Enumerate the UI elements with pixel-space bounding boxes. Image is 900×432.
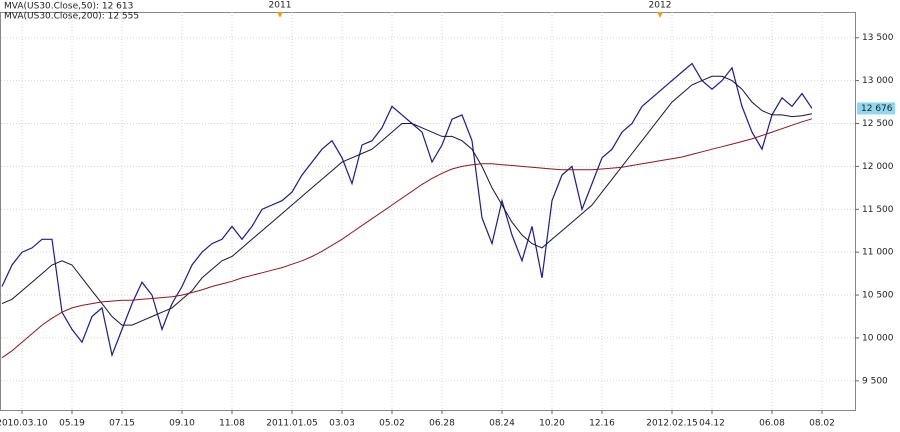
last-price-tag bbox=[857, 102, 895, 115]
series-line bbox=[1, 62, 813, 358]
x-tick-label: 04.12 bbox=[699, 419, 725, 429]
x-tick-label: 03.03 bbox=[329, 419, 355, 429]
y-tick-label: 9 500 bbox=[862, 376, 888, 386]
x-tick-label: 08.02 bbox=[809, 419, 835, 429]
y-tick-label: 10 000 bbox=[862, 333, 894, 343]
year-marker bbox=[277, 12, 283, 18]
y-tick-label: 12 000 bbox=[862, 162, 894, 172]
x-tick-label: 2012.02.15 bbox=[646, 419, 698, 429]
year-label: 2011 bbox=[269, 1, 292, 11]
x-tick-label: 08.24 bbox=[489, 419, 515, 429]
year-marker bbox=[657, 12, 663, 18]
series-line bbox=[1, 75, 813, 326]
last-price-label: 12 676 bbox=[861, 104, 893, 114]
legend-entry: MVA(US30.Close,200): 12 555 bbox=[4, 12, 139, 22]
legend-entry: MVA(US30.Close,50): 12 613 bbox=[4, 2, 133, 12]
x-tick-label: 07.15 bbox=[109, 419, 135, 429]
x-tick-label: 11.08 bbox=[219, 419, 245, 429]
y-tick-label: 12 500 bbox=[862, 119, 894, 129]
y-tick-label: 13 500 bbox=[862, 33, 894, 43]
y-tick-label: 13 000 bbox=[862, 76, 894, 86]
x-tick-label: 10.20 bbox=[539, 419, 565, 429]
x-tick-label: 06.08 bbox=[759, 419, 785, 429]
x-tick-label: 05.02 bbox=[379, 419, 405, 429]
x-tick-label: 05.19 bbox=[59, 419, 85, 429]
x-tick-label: 06.28 bbox=[429, 419, 455, 429]
y-tick-label: 10 500 bbox=[862, 291, 894, 301]
y-tick-label: 11 000 bbox=[862, 248, 894, 258]
y-tick-label: 11 500 bbox=[862, 205, 894, 215]
x-tick-label: 2010.03.10 bbox=[0, 419, 48, 429]
x-tick-label: 12.16 bbox=[589, 419, 615, 429]
series-line bbox=[1, 118, 813, 359]
plot-frame bbox=[0, 12, 856, 411]
x-tick-label: 2011.01.05 bbox=[266, 419, 318, 429]
x-tick-label: 09.10 bbox=[169, 419, 195, 429]
year-label: 2012 bbox=[649, 1, 672, 11]
